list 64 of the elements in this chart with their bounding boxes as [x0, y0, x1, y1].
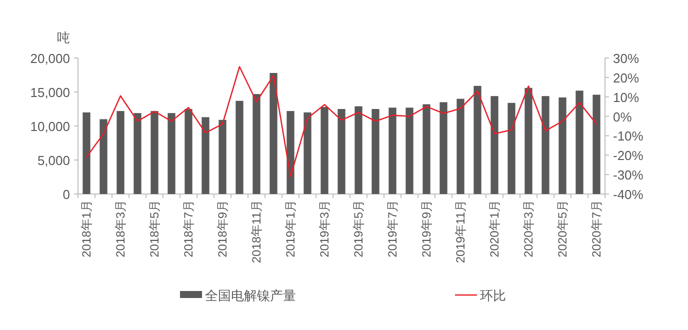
x-tick-label: 2019年1月: [284, 200, 298, 258]
bar: [286, 111, 294, 194]
x-tick-label: 2018年11月: [250, 200, 264, 264]
y2-tick-label: 20%: [613, 70, 640, 86]
y-tick-label: 5,000: [37, 153, 70, 168]
bar: [320, 106, 328, 194]
x-tick-label: 2019年3月: [318, 200, 332, 258]
x-tick-label: 2020年3月: [522, 200, 536, 258]
x-tick-label: 2019年7月: [386, 200, 400, 258]
bar: [372, 109, 380, 194]
x-tick-label: 2018年7月: [182, 200, 196, 258]
y-axis-title: 吨: [57, 30, 70, 45]
bar: [168, 113, 176, 194]
bar: [490, 96, 498, 194]
y-tick-label: 20,000: [30, 51, 70, 66]
y-tick-label: 10,000: [30, 119, 70, 134]
y2-tick-label: -40%: [613, 187, 644, 202]
bar: [116, 111, 124, 194]
legend-label: 环比: [480, 288, 506, 303]
bar: [354, 106, 362, 194]
bar: [218, 120, 226, 194]
bar: [150, 111, 158, 194]
x-tick-label: 2019年5月: [352, 200, 366, 258]
bar: [252, 94, 260, 194]
x-tick-label: 2020年5月: [556, 200, 570, 258]
y2-tick-label: -30%: [613, 168, 644, 183]
bar: [202, 117, 210, 194]
x-tick-label: 2018年5月: [148, 200, 162, 258]
x-tick-label: 2020年1月: [488, 200, 502, 258]
bar: [474, 86, 482, 194]
y2-tick-label: -10%: [613, 128, 644, 144]
y2-tick-label: -20%: [613, 148, 644, 164]
x-tick-label: 2018年3月: [114, 200, 128, 258]
line-series: [86, 66, 598, 178]
bar: [82, 112, 90, 194]
bar: [184, 109, 192, 194]
bar: [338, 109, 346, 194]
bar: [576, 90, 584, 194]
bar: [524, 88, 532, 194]
y2-tick-label: 0%: [613, 109, 632, 124]
bar: [270, 72, 278, 194]
bar: [542, 96, 550, 194]
bar: [100, 119, 108, 194]
bar: [134, 113, 142, 194]
x-tick-label: 2018年1月: [80, 200, 94, 258]
bar: [422, 104, 430, 194]
x-tick-label: 2019年11月: [454, 200, 468, 264]
bar: [508, 102, 516, 194]
legend-label: 全国电解镍产量: [205, 288, 296, 303]
x-tick-label: 2020年7月: [590, 200, 604, 258]
y2-tick-label: 10%: [613, 90, 640, 105]
y2-tick-label: 30%: [613, 51, 640, 66]
y-tick-label: 0: [62, 187, 70, 202]
bar: [304, 112, 312, 194]
bar: [388, 108, 396, 194]
bar: [558, 97, 566, 194]
x-tick-label: 2018年9月: [216, 200, 230, 258]
bar: [440, 102, 448, 194]
bar: [406, 108, 414, 194]
y-tick-label: 15,000: [30, 85, 70, 100]
bar: [236, 100, 244, 194]
bar: [592, 94, 600, 194]
bar: [456, 98, 464, 194]
x-tick-label: 2019年9月: [420, 200, 434, 258]
